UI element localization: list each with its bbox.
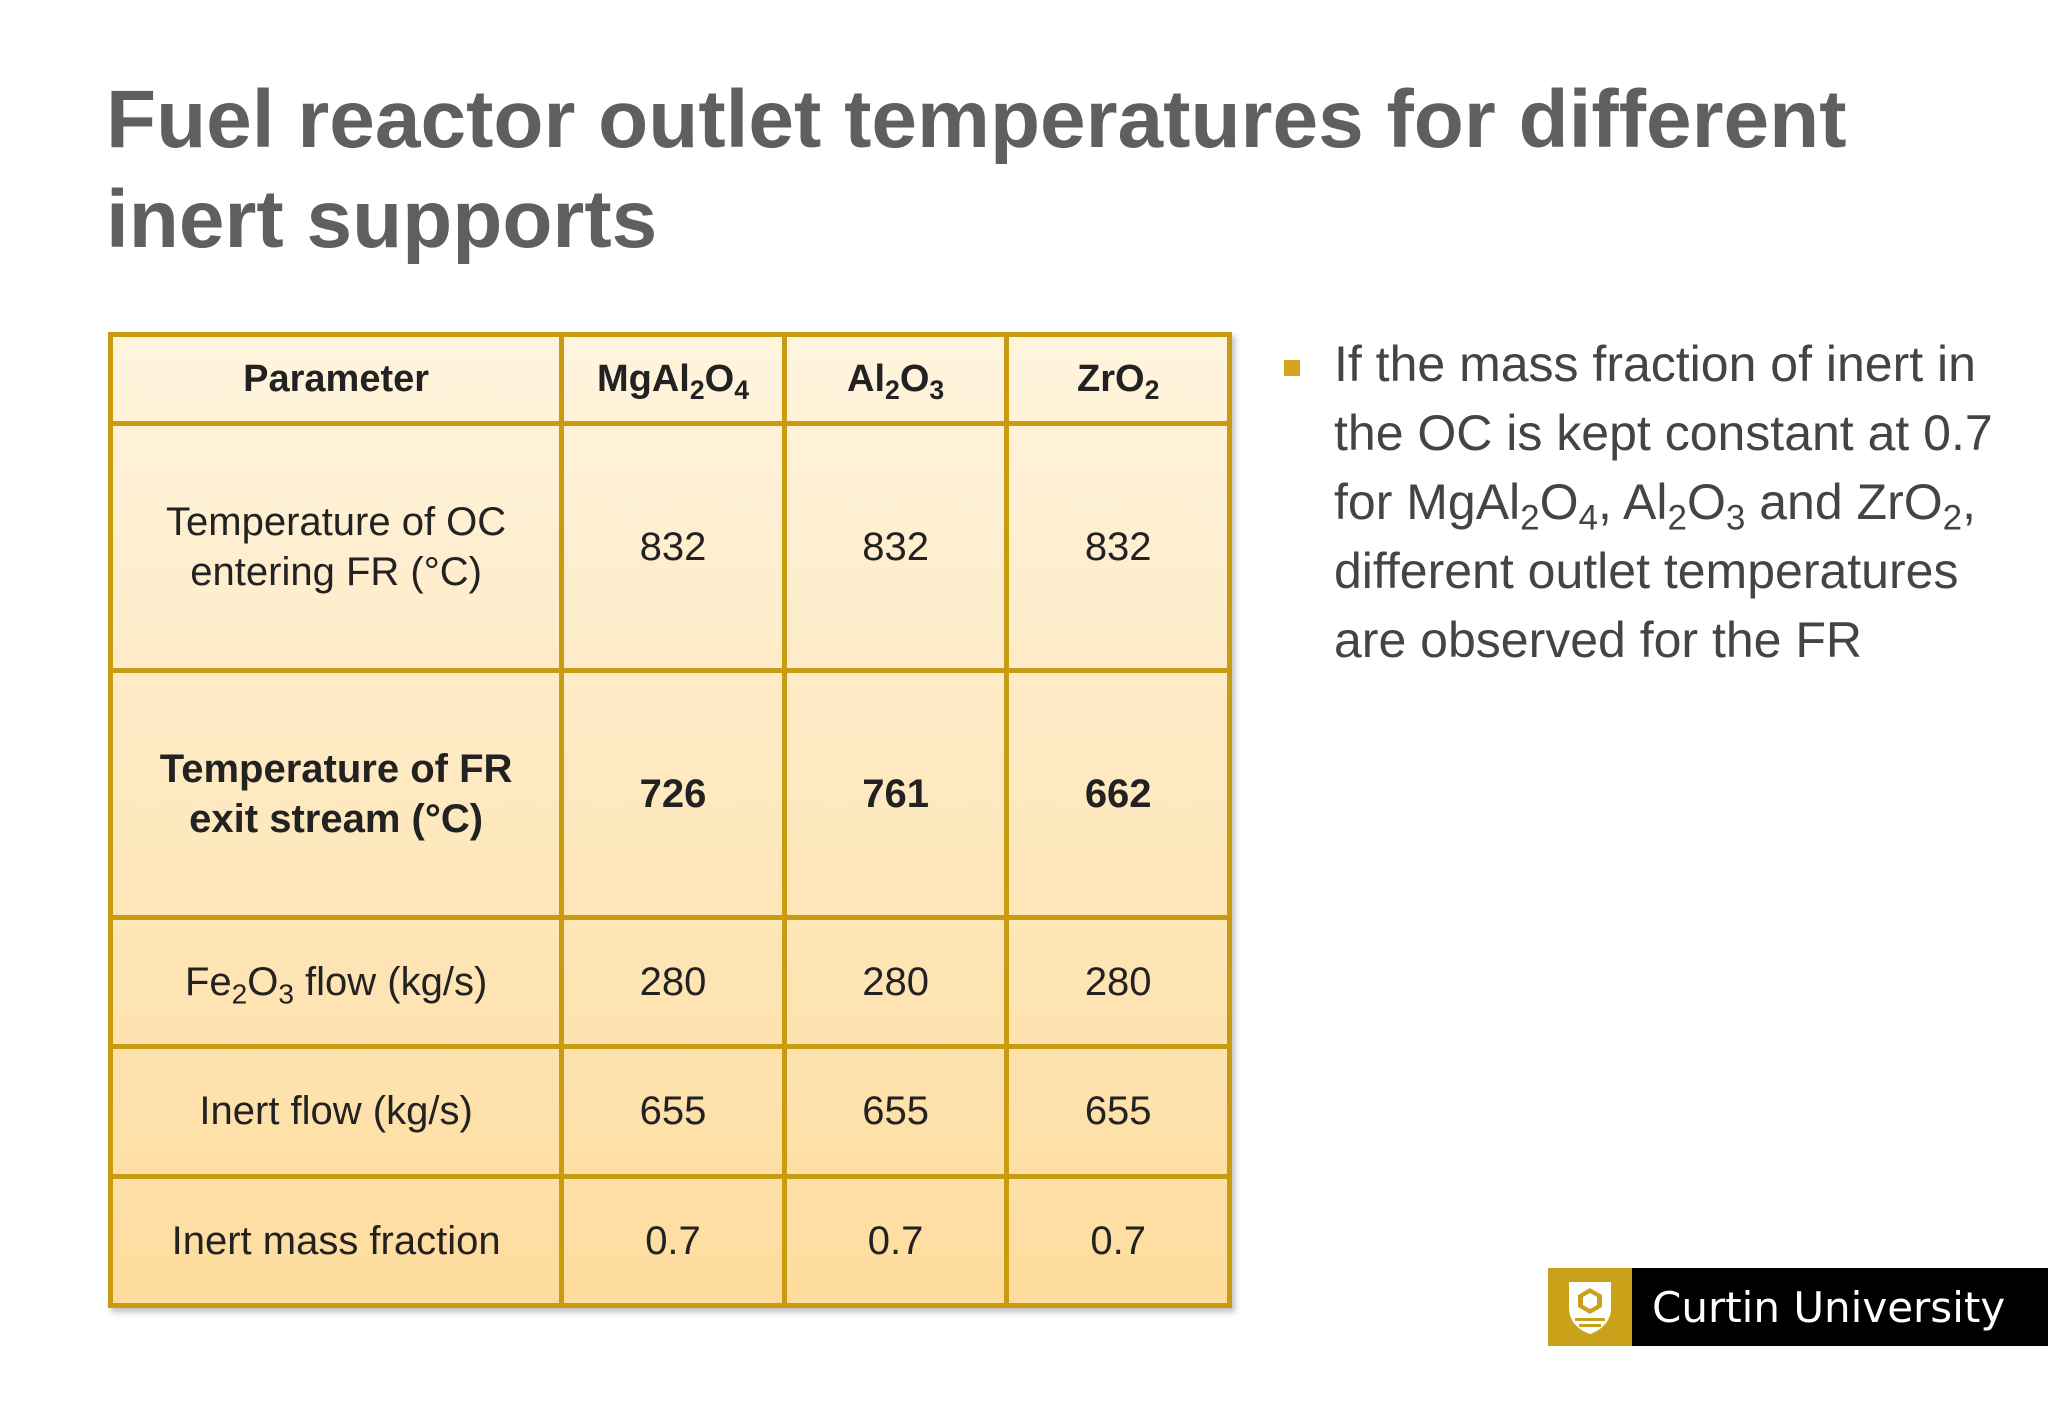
- parameters-table-container: Parameter MgAl2O4 Al2O3 ZrO2 Temperature…: [107, 332, 1232, 1309]
- row-value-zro2: 0.7: [1004, 1173, 1232, 1309]
- table-row: Temperature of OC entering FR (°C) 832 83…: [107, 421, 1232, 673]
- bullet-point: If the mass fraction of inert in the OC …: [1334, 336, 1993, 668]
- row-parameter-label: Temperature of OC entering FR (°C): [107, 421, 565, 673]
- row-value-mgal2o4: 0.7: [559, 1173, 787, 1309]
- header-al2o3: Al2O3: [781, 332, 1010, 426]
- row-value-zro2: 280: [1004, 914, 1232, 1050]
- row-value-al2o3: 0.7: [781, 1173, 1010, 1309]
- shield-icon: [1548, 1268, 1632, 1346]
- header-zro2: ZrO2: [1004, 332, 1232, 426]
- header-mgal2o4: MgAl2O4: [559, 332, 787, 426]
- row-value-mgal2o4: 280: [559, 914, 787, 1050]
- table-header-row: Parameter MgAl2O4 Al2O3 ZrO2: [107, 332, 1232, 426]
- row-value-mgal2o4: 655: [559, 1044, 787, 1179]
- row-parameter-label: Inert flow (kg/s): [107, 1044, 565, 1179]
- row-value-al2o3: 761: [781, 667, 1010, 920]
- row-value-mgal2o4: 832: [559, 421, 787, 673]
- table-row: Fe2O3 flow (kg/s) 280 280 280: [107, 914, 1232, 1050]
- logo-text: Curtin University: [1652, 1282, 2006, 1332]
- row-value-zro2: 655: [1004, 1044, 1232, 1179]
- row-value-mgal2o4: 726: [559, 667, 787, 920]
- parameters-table: Parameter MgAl2O4 Al2O3 ZrO2 Temperature…: [107, 332, 1232, 1309]
- row-parameter-label: Temperature of FR exit stream (°C): [107, 667, 565, 920]
- table-row: Inert mass fraction 0.7 0.7 0.7: [107, 1173, 1232, 1309]
- row-value-zro2: 662: [1004, 667, 1232, 920]
- row-value-al2o3: 280: [781, 914, 1010, 1050]
- table-row: Inert flow (kg/s) 655 655 655: [107, 1044, 1232, 1179]
- table-row: Temperature of FR exit stream (°C) 726 76…: [107, 667, 1232, 920]
- header-parameter: Parameter: [107, 332, 565, 426]
- row-value-al2o3: 832: [781, 421, 1010, 673]
- row-parameter-label: Fe2O3 flow (kg/s): [107, 914, 565, 1050]
- curtin-university-logo: Curtin University: [1548, 1268, 2048, 1346]
- square-bullet-icon: [1284, 360, 1300, 376]
- row-value-al2o3: 655: [781, 1044, 1010, 1179]
- slide-title: Fuel reactor outlet temperatures for dif…: [106, 74, 1847, 265]
- row-value-zro2: 832: [1004, 421, 1232, 673]
- bullet-list: If the mass fraction of inert in the OC …: [1276, 330, 1996, 675]
- row-parameter-label: Inert mass fraction: [107, 1173, 565, 1309]
